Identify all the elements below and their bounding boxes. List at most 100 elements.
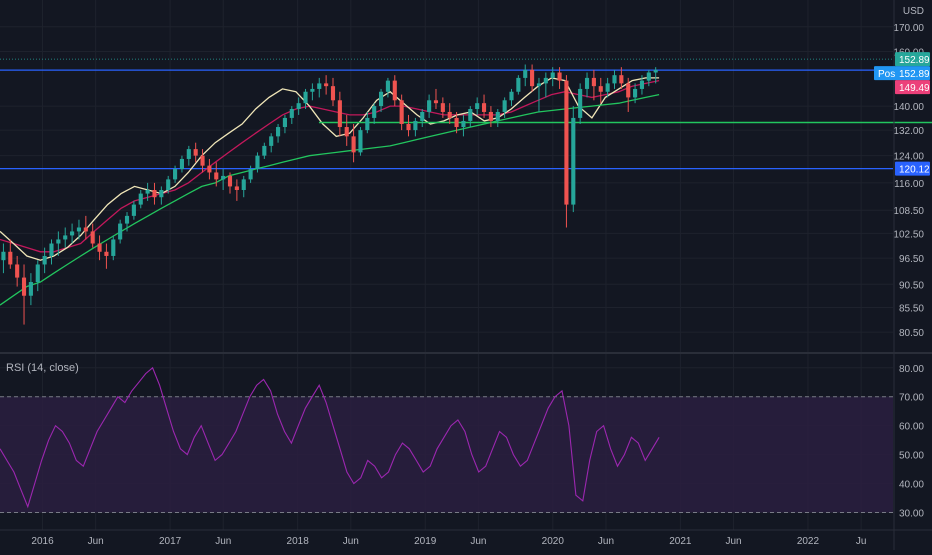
candle-body [310, 88, 315, 92]
time-axis-label: Jun [343, 536, 359, 547]
candle-body [63, 235, 68, 240]
candle-body [255, 155, 260, 170]
time-axis-label: 2022 [797, 536, 820, 547]
time-axis-label: Jun [725, 536, 741, 547]
candle-body [344, 127, 349, 137]
candle-body [124, 215, 130, 224]
candle-body [454, 117, 459, 128]
price-tick-label: 90.50 [899, 280, 924, 291]
candle-body [461, 120, 466, 128]
rsi-overbought-oversold-band [0, 396, 893, 513]
candle-body [612, 75, 617, 84]
candle-body [564, 80, 569, 205]
candle-body [420, 111, 425, 121]
candle-body [619, 75, 624, 84]
candle-body [427, 100, 432, 112]
candle-body [193, 149, 198, 156]
candle-body [221, 175, 226, 180]
rsi-tick-label: 50.00 [899, 451, 924, 462]
candle-body [42, 255, 47, 265]
candle-body [475, 103, 480, 110]
candle-body [557, 72, 562, 81]
candle-body [530, 69, 535, 87]
rsi-tick-label: 40.00 [899, 480, 924, 491]
candle-body [378, 91, 384, 107]
candle-body [15, 264, 20, 278]
candle-body [241, 179, 246, 190]
candle-body [303, 91, 308, 104]
time-axis-label: Jun [88, 536, 104, 547]
horizontal-lines[interactable] [0, 58, 893, 170]
post-price-tag-bg [895, 66, 930, 81]
last-price-tag: 152.89 [899, 55, 930, 66]
candle-body [591, 77, 596, 87]
ma-fast-line [0, 77, 660, 261]
candle-body [330, 86, 336, 101]
support-price-tag: 120.12 [899, 165, 930, 176]
rsi-title[interactable]: RSI (14, close) [6, 362, 79, 374]
candle-body [28, 282, 33, 296]
candle-body [406, 123, 411, 131]
candles [1, 64, 658, 325]
time-axis-label: 2017 [159, 536, 182, 547]
candle-body [186, 149, 191, 159]
candle-body [399, 100, 404, 124]
candle-body [152, 189, 157, 198]
candle-body [179, 158, 185, 170]
candle-body [317, 83, 322, 89]
candle-body [269, 136, 274, 146]
candle-body [481, 103, 487, 112]
time-axis-label: 2020 [542, 536, 565, 547]
candle-body [516, 77, 521, 92]
candle-body [495, 111, 500, 121]
moving-averages [0, 77, 932, 306]
rsi-tick-label: 60.00 [899, 422, 924, 433]
price-tick-label: 132.00 [893, 126, 924, 137]
time-axis-label: Jun [215, 536, 231, 547]
candle-body [571, 117, 576, 205]
time-axis-label: 2019 [414, 536, 437, 547]
candle-body [543, 77, 548, 84]
rsi-tick-label: 70.00 [899, 393, 924, 404]
candle-body [337, 100, 342, 128]
candle-body [35, 264, 40, 283]
candle-body [111, 239, 116, 256]
candle-body [633, 88, 638, 98]
candle-body [351, 136, 356, 153]
candle-body [598, 86, 603, 92]
ma-slow-line [0, 93, 660, 306]
rsi-tick-label: 80.00 [899, 364, 924, 375]
candle-body [131, 204, 136, 216]
candle-body [214, 172, 219, 180]
ma-value-tag-bg [895, 80, 930, 95]
candle-body [385, 80, 390, 92]
candle-body [296, 103, 301, 110]
price-tick-label: 140.00 [893, 102, 924, 113]
candle-body [200, 155, 205, 166]
time-axis-label: 2016 [31, 536, 54, 547]
candle-body [248, 169, 253, 180]
post-price-tag: 152.89 [899, 69, 930, 80]
candle-body [21, 277, 27, 296]
rsi-line [0, 366, 660, 509]
candle-body [372, 106, 377, 118]
time-axis-label: 2018 [287, 536, 310, 547]
candle-body [358, 130, 363, 153]
candle-body [646, 72, 651, 81]
rsi-band [0, 396, 893, 514]
candle-body [83, 227, 88, 232]
candle-body [49, 243, 54, 256]
candle-body [262, 145, 267, 156]
price-tick-label: 170.00 [893, 23, 924, 34]
candle-body [447, 111, 452, 118]
candle-body [536, 83, 542, 87]
candle-body [138, 193, 143, 205]
candle-body [468, 109, 473, 121]
candle-body [166, 179, 171, 190]
rsi-line [0, 366, 660, 509]
candle-body [173, 169, 178, 180]
candle-body [56, 239, 61, 244]
